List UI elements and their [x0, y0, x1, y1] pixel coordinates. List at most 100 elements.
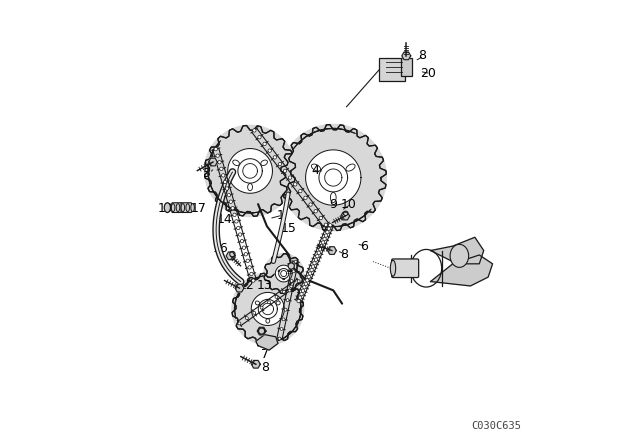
- Circle shape: [242, 246, 246, 250]
- Polygon shape: [226, 252, 235, 260]
- Circle shape: [316, 254, 319, 258]
- Circle shape: [214, 147, 218, 151]
- Text: 12: 12: [239, 280, 255, 293]
- Text: 17: 17: [190, 202, 206, 215]
- Text: 16: 16: [212, 242, 228, 255]
- Text: 20: 20: [420, 67, 436, 80]
- Polygon shape: [402, 52, 411, 60]
- Ellipse shape: [186, 204, 189, 211]
- Circle shape: [237, 226, 240, 230]
- Text: 6: 6: [360, 240, 368, 253]
- Circle shape: [248, 266, 252, 269]
- FancyBboxPatch shape: [181, 203, 192, 212]
- Ellipse shape: [288, 263, 294, 269]
- Ellipse shape: [390, 260, 396, 276]
- Circle shape: [290, 280, 293, 282]
- FancyBboxPatch shape: [401, 58, 412, 76]
- Circle shape: [313, 262, 316, 265]
- Polygon shape: [256, 335, 278, 350]
- Polygon shape: [275, 265, 292, 282]
- Circle shape: [321, 241, 324, 244]
- Circle shape: [314, 258, 317, 261]
- Circle shape: [326, 230, 329, 234]
- Polygon shape: [209, 158, 218, 166]
- Circle shape: [268, 301, 271, 304]
- Polygon shape: [235, 284, 244, 292]
- Polygon shape: [305, 150, 361, 205]
- Text: 15: 15: [281, 222, 297, 235]
- Circle shape: [298, 296, 302, 299]
- FancyBboxPatch shape: [172, 203, 182, 212]
- Ellipse shape: [191, 204, 195, 211]
- Ellipse shape: [450, 244, 468, 267]
- Ellipse shape: [176, 204, 180, 211]
- Circle shape: [260, 306, 263, 309]
- Circle shape: [324, 234, 328, 237]
- Ellipse shape: [259, 328, 265, 334]
- Circle shape: [268, 149, 271, 152]
- Text: 8: 8: [340, 249, 348, 262]
- Text: 11: 11: [285, 262, 301, 275]
- Polygon shape: [264, 254, 303, 293]
- Polygon shape: [252, 361, 260, 368]
- Circle shape: [299, 190, 302, 193]
- Circle shape: [327, 227, 330, 230]
- Polygon shape: [328, 247, 337, 254]
- Text: 18: 18: [175, 202, 191, 215]
- Text: 14: 14: [217, 213, 233, 226]
- Circle shape: [227, 194, 230, 197]
- Circle shape: [311, 265, 315, 268]
- Polygon shape: [252, 293, 284, 326]
- Circle shape: [223, 180, 227, 184]
- Ellipse shape: [172, 204, 175, 211]
- Circle shape: [319, 216, 323, 220]
- Circle shape: [239, 233, 242, 236]
- Circle shape: [300, 293, 303, 296]
- Circle shape: [307, 275, 310, 279]
- Circle shape: [263, 142, 266, 146]
- Circle shape: [282, 318, 285, 321]
- Circle shape: [235, 220, 238, 223]
- Circle shape: [258, 135, 261, 139]
- Circle shape: [328, 224, 332, 227]
- Polygon shape: [228, 149, 273, 193]
- Circle shape: [284, 169, 287, 172]
- FancyBboxPatch shape: [379, 58, 405, 81]
- Circle shape: [220, 167, 223, 171]
- Text: 2: 2: [258, 332, 266, 345]
- Text: 8: 8: [418, 49, 426, 62]
- Circle shape: [308, 272, 312, 275]
- Circle shape: [278, 337, 281, 340]
- Polygon shape: [257, 327, 266, 335]
- Circle shape: [244, 253, 248, 256]
- Circle shape: [245, 317, 248, 319]
- Circle shape: [250, 272, 253, 276]
- Polygon shape: [205, 125, 296, 216]
- Circle shape: [216, 154, 220, 157]
- Text: 7: 7: [260, 348, 269, 361]
- Circle shape: [320, 244, 323, 248]
- Circle shape: [294, 183, 297, 186]
- Text: 8: 8: [260, 361, 269, 374]
- Ellipse shape: [181, 204, 184, 211]
- Circle shape: [280, 327, 283, 331]
- Circle shape: [221, 174, 225, 177]
- Polygon shape: [431, 255, 493, 286]
- Circle shape: [310, 268, 314, 272]
- Circle shape: [288, 289, 291, 292]
- Circle shape: [252, 279, 255, 282]
- Circle shape: [225, 187, 228, 190]
- Circle shape: [304, 196, 307, 199]
- Circle shape: [231, 207, 234, 210]
- Text: 4: 4: [312, 164, 319, 177]
- Ellipse shape: [344, 211, 348, 215]
- Circle shape: [304, 282, 308, 285]
- Ellipse shape: [230, 251, 235, 257]
- Circle shape: [218, 160, 221, 164]
- Circle shape: [314, 210, 317, 213]
- Text: 5: 5: [203, 167, 211, 180]
- Circle shape: [297, 299, 300, 303]
- Circle shape: [246, 259, 250, 263]
- Circle shape: [282, 290, 285, 293]
- Circle shape: [241, 239, 244, 243]
